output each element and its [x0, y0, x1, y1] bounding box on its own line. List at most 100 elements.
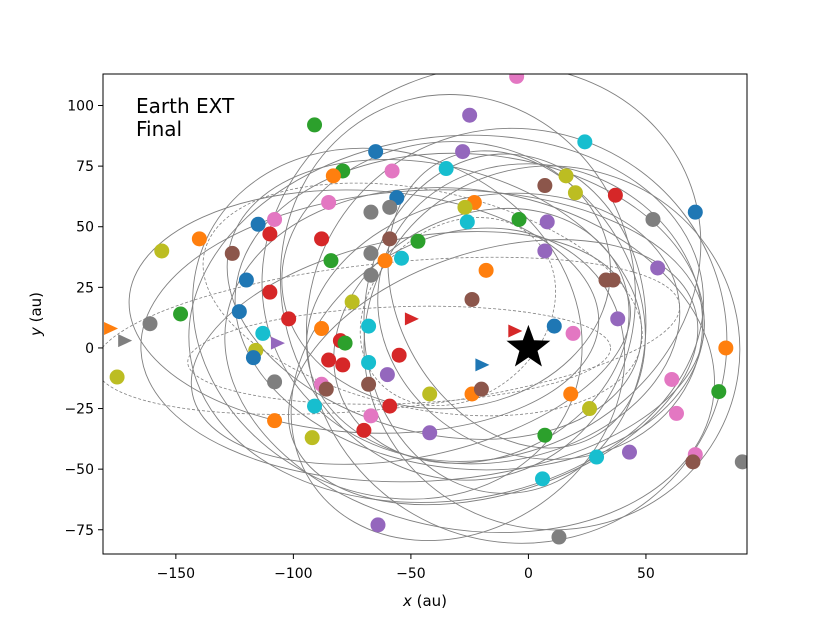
y-axis-label: y (au)	[27, 292, 45, 337]
y-tick-label: 100	[67, 99, 94, 115]
planet-marker	[356, 422, 372, 438]
planet-marker	[361, 376, 377, 392]
orbit-path	[306, 127, 728, 544]
planet-marker	[687, 204, 703, 220]
x-tick-label: −150	[157, 566, 195, 582]
planet-marker	[109, 369, 125, 385]
y-tick-label: 75	[76, 159, 94, 175]
planet-marker	[393, 250, 409, 266]
planet-marker-triangle	[508, 324, 523, 338]
annotation-line-1: Earth EXT	[136, 94, 235, 118]
planet-marker	[307, 398, 323, 414]
planet-marker	[238, 272, 254, 288]
plot-annotation: Earth EXT Final	[136, 94, 235, 141]
planet-marker	[459, 214, 475, 230]
planet-marker	[551, 529, 567, 545]
planet-marker	[511, 211, 527, 227]
planet-marker	[565, 325, 581, 341]
planet-marker-triangle	[475, 358, 490, 372]
orbit-path	[279, 94, 636, 481]
orbit-path	[290, 227, 626, 542]
planet-marker	[438, 161, 454, 177]
planet-marker	[321, 194, 337, 210]
planet-marker	[422, 425, 438, 441]
annotation-line-2: Final	[136, 117, 182, 141]
planet-marker	[567, 185, 583, 201]
planet-marker	[473, 381, 489, 397]
orbit-path	[226, 159, 643, 440]
y-tick-label: −25	[64, 402, 94, 418]
y-tick-label: −50	[64, 462, 94, 478]
planet-marker	[262, 226, 278, 242]
planet-marker	[370, 517, 386, 533]
planet-marker-triangle	[270, 336, 285, 350]
planet-marker	[154, 243, 170, 259]
planet-marker	[267, 211, 283, 227]
planet-marker	[607, 187, 623, 203]
planet-marker	[546, 318, 562, 334]
planet-marker	[391, 347, 407, 363]
planet-marker	[337, 335, 353, 351]
planet-marker-triangle	[118, 334, 133, 348]
x-tick-label: −100	[274, 566, 312, 582]
planet-marker	[645, 211, 661, 227]
planet-marker	[664, 371, 680, 387]
dashed-orbit-path	[187, 305, 611, 405]
y-tick-label: −75	[64, 523, 94, 539]
planet-marker	[361, 354, 377, 370]
planet-marker	[464, 291, 480, 307]
planet-marker	[379, 367, 395, 383]
orbit-path	[333, 207, 630, 464]
x-axis-label: x (au)	[402, 592, 447, 610]
planet-marker	[262, 284, 278, 300]
planet-marker	[685, 454, 701, 470]
planet-marker	[382, 231, 398, 247]
planet-marker	[255, 325, 271, 341]
planet-marker	[462, 107, 478, 123]
planet-marker	[457, 199, 473, 215]
orbit-path	[288, 239, 699, 506]
planet-marker	[422, 386, 438, 402]
planet-marker	[318, 381, 334, 397]
y-tick-label: 50	[76, 220, 94, 236]
planet-marker	[267, 374, 283, 390]
planet-marker	[650, 260, 666, 276]
planet-marker	[410, 233, 426, 249]
planet-marker	[250, 216, 266, 232]
planet-marker	[173, 306, 189, 322]
planet-marker	[361, 318, 377, 334]
planet-marker	[537, 243, 553, 259]
orbit-path	[192, 147, 583, 500]
y-axis-ticks: −75 −50 −25 0 25 50 75 100	[64, 99, 103, 539]
planet-marker	[224, 245, 240, 261]
planet-marker	[558, 168, 574, 184]
planet-marker	[535, 471, 551, 487]
planet-marker	[307, 117, 323, 133]
planet-marker	[382, 199, 398, 215]
x-tick-label: 50	[637, 566, 655, 582]
orbit-path	[281, 141, 611, 410]
planet-marker-triangle	[104, 322, 119, 336]
planet-marker	[368, 144, 384, 160]
planet-marker	[455, 144, 471, 160]
planet-marker	[589, 449, 605, 465]
planet-marker	[363, 267, 379, 283]
planet-marker	[267, 413, 283, 429]
planet-marker	[711, 384, 727, 400]
x-tick-label: −50	[396, 566, 426, 582]
y-tick-label: 0	[85, 341, 94, 357]
planet-marker	[231, 304, 247, 320]
orbit-path	[140, 189, 705, 483]
planet-marker	[281, 311, 297, 327]
planet-marker	[718, 340, 734, 356]
planet-marker	[539, 214, 555, 230]
star-marker	[506, 324, 551, 367]
planet-marker	[377, 253, 393, 269]
planet-marker	[582, 401, 598, 417]
planet-marker	[344, 294, 360, 310]
planet-marker	[384, 163, 400, 179]
planet-marker	[325, 168, 341, 184]
planet-marker	[478, 262, 494, 278]
planet-marker	[245, 350, 261, 366]
planet-marker	[335, 357, 351, 373]
